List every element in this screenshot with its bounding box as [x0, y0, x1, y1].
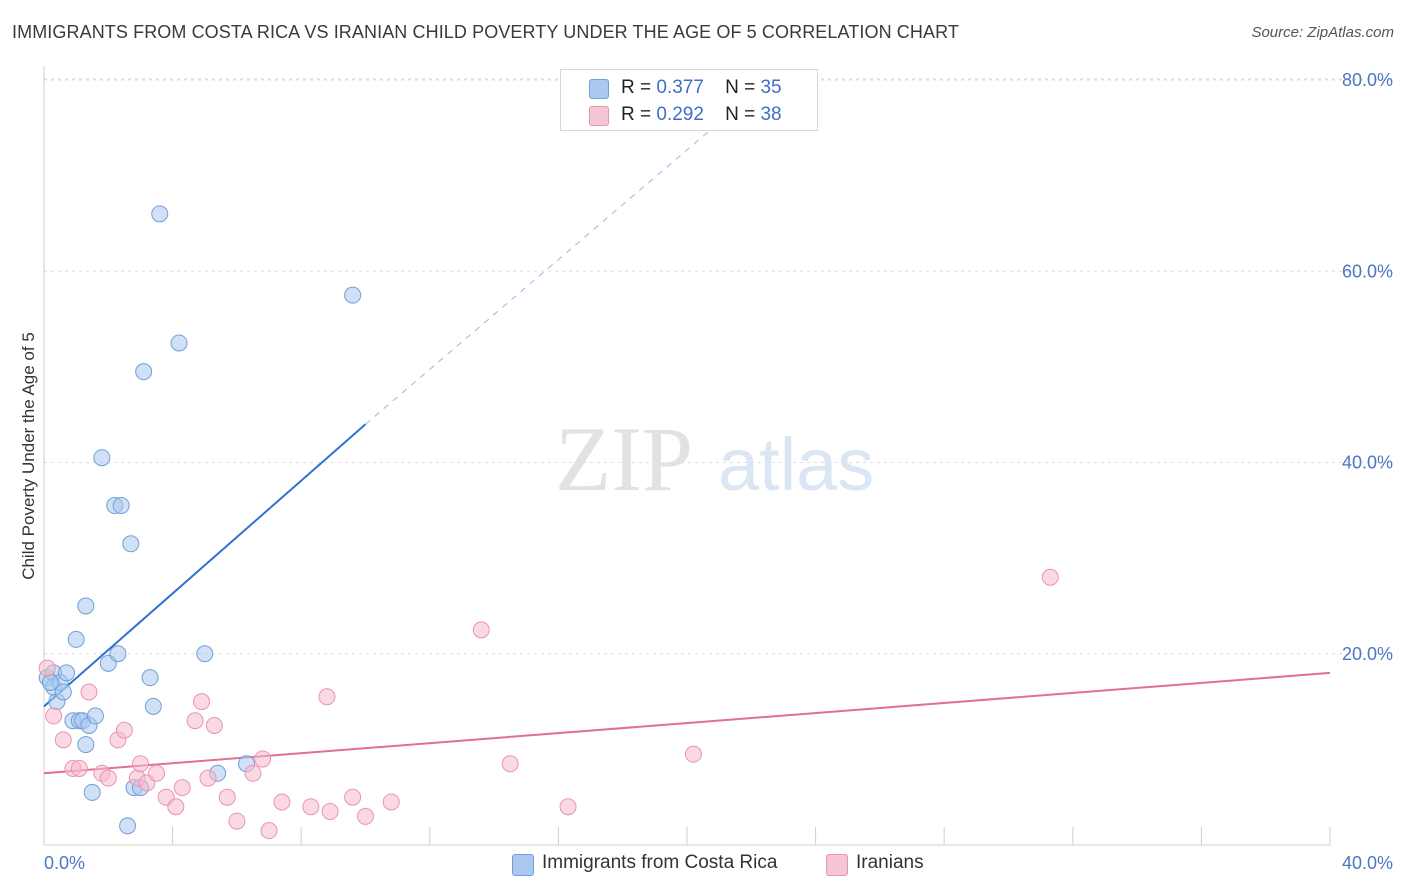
- x-tick-label: 0.0%: [44, 853, 85, 873]
- point-iranians: [273, 793, 291, 811]
- legend-n-value: 35: [760, 77, 782, 98]
- trend-line-costa-rica: [43, 423, 367, 708]
- point-costa-rica: [109, 645, 127, 663]
- legend-n-label: N =: [725, 77, 756, 98]
- legend-r-label: R =: [621, 77, 652, 98]
- watermark-zip: ZIP: [555, 408, 693, 510]
- legend-row-iranians: R = 0.292 N = 38: [561, 101, 817, 127]
- legend-swatch-blue: [512, 854, 534, 876]
- legend-r-value: 0.292: [656, 104, 704, 125]
- gridlines: [44, 78, 1392, 655]
- point-costa-rica: [135, 363, 153, 381]
- y-axis-label: Child Poverty Under the Age of 5: [19, 332, 38, 580]
- legend-swatch-pink: [589, 106, 609, 126]
- legend-row-costa-rica: R = 0.377 N = 35: [561, 74, 817, 100]
- point-iranians: [148, 764, 166, 782]
- tick-labels: 20.0% 40.0% 60.0% 80.0% 0.0% 40.0%: [44, 70, 1393, 873]
- point-iranians: [1041, 568, 1059, 586]
- legend-n-label: N =: [725, 104, 756, 125]
- point-costa-rica: [77, 736, 95, 754]
- correlation-legend: R = 0.377 N = 35 R = 0.292 N = 38: [560, 69, 818, 131]
- point-costa-rica: [122, 535, 140, 553]
- point-iranians: [115, 721, 133, 739]
- trend-line-costa-rica-extension: [365, 108, 736, 425]
- point-iranians: [167, 798, 185, 816]
- point-iranians: [344, 788, 362, 806]
- point-iranians: [382, 793, 400, 811]
- point-iranians: [501, 755, 519, 773]
- point-costa-rica: [83, 783, 101, 801]
- point-costa-rica: [54, 683, 72, 701]
- point-iranians: [559, 798, 577, 816]
- legend-label: Immigrants from Costa Rica: [542, 852, 778, 873]
- chart-title: IMMIGRANTS FROM COSTA RICA VS IRANIAN CH…: [12, 22, 959, 42]
- series-legend: Immigrants from Costa Rica Iranians: [0, 852, 1406, 878]
- point-costa-rica: [67, 630, 85, 648]
- legend-r-label: R =: [621, 104, 652, 125]
- point-iranians: [218, 788, 236, 806]
- point-iranians: [302, 798, 320, 816]
- source-credit: Source: ZipAtlas.com: [1251, 24, 1394, 41]
- point-costa-rica: [86, 707, 104, 725]
- point-iranians: [131, 755, 149, 773]
- point-costa-rica: [58, 664, 76, 682]
- point-iranians: [80, 683, 98, 701]
- point-iranians: [45, 707, 63, 725]
- legend-n-value: 38: [760, 104, 782, 125]
- point-iranians: [54, 731, 72, 749]
- point-iranians: [70, 760, 88, 777]
- point-iranians: [254, 750, 272, 768]
- point-costa-rica: [151, 205, 169, 223]
- legend-swatch-pink: [826, 854, 848, 876]
- point-iranians: [318, 688, 336, 706]
- data-points: [38, 205, 1059, 840]
- watermark: ZIP atlas: [555, 408, 874, 510]
- point-costa-rica: [144, 697, 162, 715]
- point-iranians: [244, 764, 262, 782]
- point-iranians: [260, 822, 278, 840]
- point-iranians: [199, 769, 217, 787]
- watermark-atlas: atlas: [718, 423, 874, 506]
- legend-swatch-blue: [589, 79, 609, 99]
- point-costa-rica: [41, 673, 59, 691]
- point-iranians: [99, 769, 117, 787]
- point-iranians: [38, 659, 56, 677]
- point-costa-rica: [344, 286, 362, 304]
- point-iranians: [205, 716, 223, 734]
- point-costa-rica: [196, 645, 214, 663]
- point-costa-rica: [170, 334, 188, 352]
- point-iranians: [173, 779, 191, 797]
- point-iranians: [321, 803, 339, 821]
- point-costa-rica: [93, 449, 111, 467]
- point-iranians: [684, 745, 702, 763]
- legend-r-value: 0.377: [656, 77, 704, 98]
- y-tick-label: 40.0%: [1342, 453, 1393, 473]
- point-costa-rica: [141, 669, 159, 687]
- y-tick-label: 60.0%: [1342, 261, 1393, 281]
- point-costa-rica: [119, 817, 137, 835]
- point-iranians: [193, 693, 211, 711]
- axes: [43, 66, 1331, 846]
- y-tick-label: 20.0%: [1342, 644, 1393, 664]
- point-iranians: [472, 621, 490, 639]
- legend-label: Iranians: [856, 852, 924, 873]
- y-tick-label: 80.0%: [1342, 70, 1393, 90]
- x-tick-label: 40.0%: [1342, 853, 1393, 873]
- point-iranians: [228, 812, 246, 830]
- point-iranians: [186, 712, 204, 730]
- point-costa-rica: [77, 597, 95, 615]
- point-iranians: [357, 807, 374, 825]
- point-costa-rica: [112, 497, 130, 515]
